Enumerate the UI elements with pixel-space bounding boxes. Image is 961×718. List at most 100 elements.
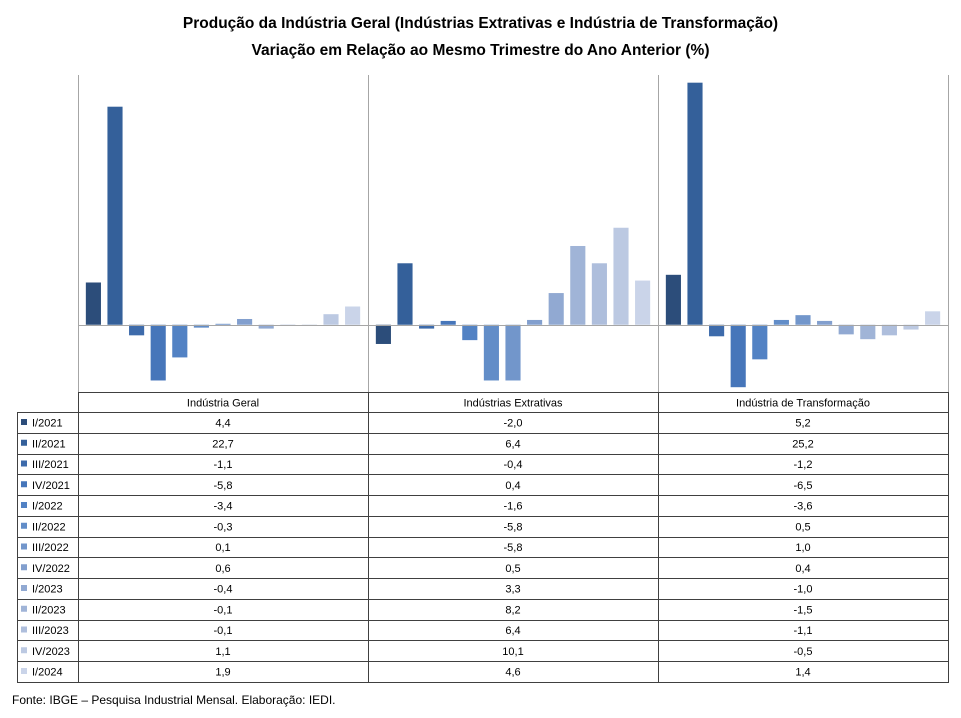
bar-industria-geral-iv-2022 [237,318,253,325]
bar-industrias-extrativas-iii-2023 [591,263,607,325]
table-cell-industria-geral-iv-2021: -5,8 [214,480,233,492]
table-header-industrias-extrativas: Indústrias Extrativas [463,398,563,410]
table-cell-industrias-extrativas-i-2024: 4,6 [505,667,520,679]
table-cell-industria-de-transformacao-iii-2023: -1,1 [794,625,813,637]
bar-industrias-extrativas-i-2022 [462,324,478,341]
table-cell-industria-geral-iv-2022: 0,6 [215,563,230,575]
bar-industria-geral-i-2022 [172,324,188,358]
source-note: Fonte: IBGE – Pesquisa Industrial Mensal… [12,693,336,707]
table-cell-industria-de-transformacao-iv-2022: 0,4 [795,563,810,575]
bar-industria-geral-i-2024 [345,306,361,325]
legend-label-ii-2022: II/2022 [32,521,66,533]
bar-industria-de-transformacao-iv-2022 [817,320,833,325]
table-cell-industria-de-transformacao-i-2024: 1,4 [795,667,810,679]
legend-key-iv-2023 [21,647,27,654]
legend-key-iii-2021 [21,460,27,467]
bar-industria-de-transformacao-ii-2022 [773,319,789,325]
bar-industrias-extrativas-iv-2022 [527,319,543,325]
table-cell-industria-de-transformacao-ii-2021: 25,2 [792,438,813,450]
legend-label-i-2021: I/2021 [32,418,63,430]
table-header-industria-de-transformacao: Indústria de Transformação [736,398,870,410]
legend-key-ii-2023 [21,605,27,612]
bar-industrias-extrativas-ii-2023 [570,245,586,325]
bar-industria-geral-iii-2022 [215,323,231,325]
legend-label-iv-2022: IV/2022 [32,563,70,575]
bar-industria-geral-i-2023 [258,324,274,329]
table-cell-industrias-extrativas-ii-2021: 6,4 [505,438,520,450]
legend-key-i-2023 [21,585,27,591]
bar-industria-geral-iii-2021 [129,324,145,336]
table-cell-industrias-extrativas-i-2021: -2,0 [504,418,523,430]
bar-industria-de-transformacao-iii-2022 [795,315,811,325]
table-cell-industria-geral-i-2021: 4,4 [215,418,230,430]
chart-title: Produção da Indústria Geral (Indústrias … [183,15,778,32]
table-cell-industrias-extrativas-i-2022: -1,6 [504,501,523,513]
table-header-industria-geral: Indústria Geral [187,398,259,410]
legend-label-iii-2022: III/2022 [32,542,69,554]
bar-industria-de-transformacao-i-2022 [752,324,768,360]
bar-industria-geral-iv-2023 [323,314,339,325]
table-cell-industria-geral-iii-2022: 0,1 [215,542,230,554]
bar-industrias-extrativas-iv-2023 [613,227,629,325]
legend-label-iv-2023: IV/2023 [32,646,70,658]
table-cell-industrias-extrativas-iv-2021: 0,4 [505,480,520,492]
bar-industrias-extrativas-iv-2021 [440,320,456,325]
bar-industria-de-transformacao-i-2024 [925,311,941,325]
table-cell-industria-geral-iii-2023: -0,1 [214,625,233,637]
bar-industria-de-transformacao-ii-2023 [860,324,876,340]
table-cell-industrias-extrativas-iii-2023: 6,4 [505,625,520,637]
table-cell-industria-de-transformacao-iii-2021: -1,2 [794,459,813,471]
legend-label-i-2022: I/2022 [32,501,63,513]
legend-key-ii-2021 [21,439,27,446]
table-cell-industrias-extrativas-iii-2021: -0,4 [504,459,523,471]
bar-industria-de-transformacao-iii-2023 [881,324,897,336]
legend-label-ii-2021: II/2021 [32,438,66,450]
table-cell-industrias-extrativas-iii-2022: -5,8 [504,542,523,554]
chart-subtitle: Variação em Relação ao Mesmo Trimestre d… [252,42,710,59]
bar-industrias-extrativas-i-2021 [375,324,391,344]
legend-key-iv-2021 [21,481,27,488]
table-cell-industria-de-transformacao-i-2022: -3,6 [794,501,813,513]
bar-industrias-extrativas-iii-2021 [419,324,435,329]
table-cell-industrias-extrativas-iv-2023: 10,1 [502,646,523,658]
legend-label-iii-2023: III/2023 [32,625,69,637]
table-cell-industrias-extrativas-ii-2022: -5,8 [504,521,523,533]
legend-key-iii-2022 [21,543,27,550]
table-cell-industria-de-transformacao-ii-2023: -1,5 [794,604,813,616]
table-cell-industrias-extrativas-ii-2023: 8,2 [505,604,520,616]
bar-industrias-extrativas-ii-2021 [397,263,413,325]
table-cell-industria-geral-i-2024: 1,9 [215,667,230,679]
legend-key-iv-2022 [21,564,27,571]
table-cell-industria-geral-i-2023: -0,4 [214,584,233,596]
bar-industria-de-transformacao-i-2023 [838,324,854,335]
table-cell-industria-geral-ii-2021: 22,7 [212,438,233,450]
bar-industria-de-transformacao-i-2021 [665,274,681,325]
bar-industrias-extrativas-ii-2022 [483,324,499,381]
bars [85,82,941,388]
bar-industria-de-transformacao-ii-2021 [687,82,703,325]
bar-industrias-extrativas-i-2023 [548,293,564,325]
table-cell-industria-de-transformacao-iv-2023: -0,5 [794,646,813,658]
legend-key-iii-2023 [21,626,27,633]
bar-industrias-extrativas-iii-2022 [505,324,521,381]
bar-industria-de-transformacao-iv-2021 [730,324,746,388]
table-cell-industrias-extrativas-i-2023: 3,3 [505,584,520,596]
legend-label-ii-2023: II/2023 [32,604,66,616]
table-cell-industria-de-transformacao-iii-2022: 1,0 [795,542,810,554]
bar-industria-de-transformacao-iii-2021 [709,324,725,337]
table-cell-industria-geral-ii-2022: -0,3 [214,521,233,533]
bar-industria-geral-ii-2021 [107,106,123,325]
bar-industria-geral-i-2021 [85,282,101,325]
legend-label-iii-2021: III/2021 [32,459,69,471]
legend-key-i-2022 [21,502,27,508]
table-cell-industria-de-transformacao-i-2021: 5,2 [795,418,810,430]
legend-key-i-2021 [21,419,27,425]
legend-label-i-2024: I/2024 [32,667,63,679]
legend-key-ii-2022 [21,522,27,529]
legend-key-i-2024 [21,668,27,674]
table-cell-industria-geral-ii-2023: -0,1 [214,604,233,616]
table-cell-industria-de-transformacao-ii-2022: 0,5 [795,521,810,533]
table-cell-industrias-extrativas-iv-2022: 0,5 [505,563,520,575]
legend-label-iv-2021: IV/2021 [32,480,70,492]
